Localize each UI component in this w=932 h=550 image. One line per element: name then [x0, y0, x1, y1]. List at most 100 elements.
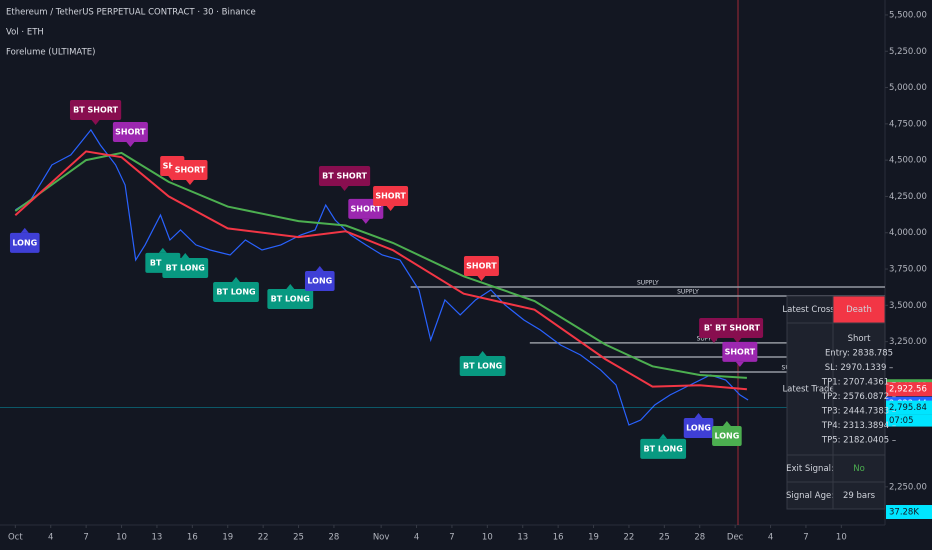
signal-text: LONG [307, 276, 332, 285]
signal-text: SHORT [115, 127, 146, 136]
signal-pointer [722, 420, 731, 426]
x-tick-label: 4 [48, 533, 53, 543]
x-tick-label: 7 [449, 533, 454, 543]
signal-pointer [286, 283, 295, 289]
table-value: Short [848, 334, 871, 344]
signal-text: BT LONG [644, 444, 683, 453]
table-value: TP2: 2576.0872 – [821, 392, 896, 402]
signal-pointer [478, 351, 487, 357]
table-value: Entry: 2838.785 [825, 348, 893, 358]
signal-label: BT LONG [162, 253, 209, 279]
signal-label: BT LONG [640, 433, 687, 459]
x-tick-label: 16 [553, 533, 564, 543]
signal-label: BT LONG [267, 283, 314, 309]
table-value: TP3: 2444.7383 – [821, 406, 896, 416]
signal-box [318, 165, 371, 186]
signal-box [711, 317, 764, 338]
x-tick-label: 13 [152, 533, 163, 543]
price-badge [886, 400, 932, 415]
signal-label: SHORT [463, 255, 499, 281]
table-value: SL: 2970.1339 – [825, 363, 894, 373]
signal-label: BT LONG [213, 276, 259, 302]
x-tick-label: Dec [727, 533, 744, 543]
signal-text: BT SHORT [715, 323, 760, 332]
signal-text: SHORT [725, 347, 756, 356]
signal-pointer [20, 227, 29, 233]
countdown-box [886, 414, 932, 427]
x-tick-label: 19 [222, 533, 233, 543]
x-tick-label: 7 [83, 533, 88, 543]
signal-pointer [733, 337, 742, 343]
x-tick-label: 22 [624, 533, 635, 543]
price-line [14, 151, 747, 379]
x-tick-label: Nov [373, 533, 390, 543]
signal-text: LONG [714, 431, 739, 440]
signal-text: BT LONG [166, 264, 205, 273]
y-tick-label: 2,250.00 [889, 482, 927, 492]
signal-text: SHORT [175, 166, 206, 175]
signal-pointer [709, 337, 718, 343]
price-badge [886, 382, 932, 397]
table-label: Exit Signal: [786, 464, 834, 474]
signal-box [112, 121, 148, 142]
y-tick-label: 3,250.00 [889, 337, 927, 347]
x-tick-label: 10 [836, 533, 847, 543]
signal-pointer [340, 185, 349, 191]
signal-pointer [126, 141, 135, 147]
signal-box [267, 288, 314, 309]
table-label: Signal Age: [786, 491, 834, 501]
header: Ethereum / TetherUS PERPETUAL CONTRACT ·… [6, 8, 256, 58]
signal-box [459, 356, 506, 377]
signal-box [162, 258, 209, 279]
signal-pointer [315, 265, 324, 271]
indicator-name: Forelume (ULTIMATE) [6, 48, 95, 58]
signal-box [304, 270, 335, 291]
x-tick-label: 25 [659, 533, 670, 543]
table-cell [832, 322, 886, 456]
table-value: 29 bars [843, 491, 876, 501]
level-label: SUPPLY [637, 280, 659, 287]
table-cell [832, 454, 886, 483]
signal-label: SHORT [172, 160, 208, 186]
signal-text: SHORT [466, 261, 497, 270]
signal-label: BT SHORT [69, 100, 122, 126]
volume-badge [886, 505, 932, 519]
signal-label: SHORT [112, 121, 148, 147]
signal-pointer [659, 433, 668, 439]
table-value: No [853, 464, 865, 474]
table-cell [786, 322, 834, 456]
table-value: TP1: 2707.4361 – [821, 377, 896, 387]
signal-pointer [185, 180, 194, 186]
price-line [14, 128, 749, 426]
price-line [14, 150, 747, 391]
table-value: TP5: 2182.0405 – [821, 435, 896, 445]
signal-box [463, 255, 499, 276]
x-tick-label: 13 [517, 533, 528, 543]
y-tick-label: 4,500.00 [889, 156, 927, 166]
x-tick-label: 10 [116, 533, 127, 543]
signal-label: LONG [683, 413, 714, 439]
signal-pointer [158, 247, 167, 253]
y-tick-label: 3,500.00 [889, 301, 927, 311]
signal-text: BT LONG [216, 287, 255, 296]
signal-pointer [181, 253, 190, 259]
table-value: Death [846, 305, 872, 315]
signal-pointer [386, 206, 395, 212]
table-cell [786, 295, 834, 324]
signal-label: LONG [304, 265, 335, 291]
symbol-title: Ethereum / TetherUS PERPETUAL CONTRACT ·… [6, 8, 256, 18]
x-tick-label: 16 [187, 533, 198, 543]
x-tick-label: 7 [803, 533, 808, 543]
y-tick-label: 5,000.00 [889, 83, 927, 93]
signal-label: LONG [712, 420, 742, 446]
y-tick-label: 5,250.00 [889, 47, 927, 57]
signal-text: BT LONG [271, 294, 310, 303]
y-tick-label: 4,750.00 [889, 119, 927, 129]
signal-text: SHORT [351, 204, 382, 213]
y-tick-label: 5,500.00 [889, 10, 927, 20]
signal-box [640, 438, 687, 459]
x-tick-label: Oct [8, 533, 23, 543]
price-badge-label: 2,922.56 [889, 385, 927, 395]
signal-pointer [477, 275, 486, 281]
signal-pointer [232, 276, 240, 282]
